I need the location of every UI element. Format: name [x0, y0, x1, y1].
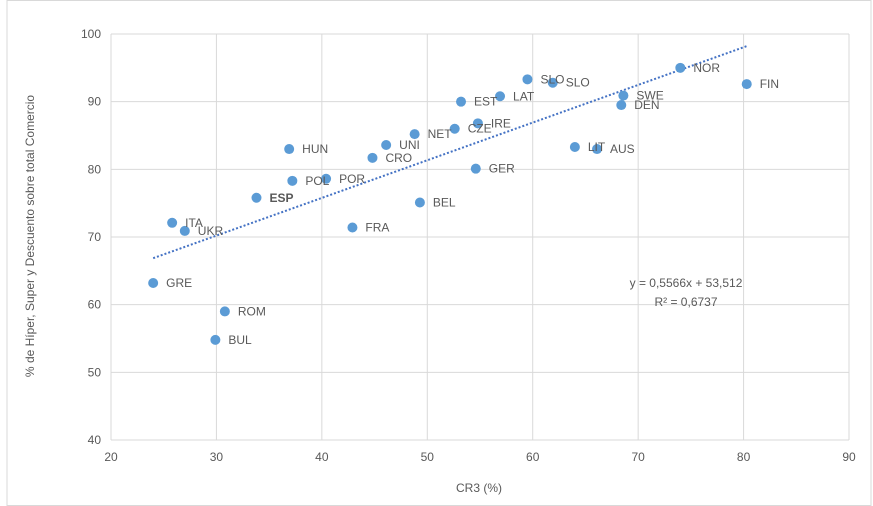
- chart-border: [6, 0, 872, 506]
- y-tick-label: 100: [81, 27, 101, 41]
- point-label: POL: [305, 174, 329, 188]
- trendline: [152, 45, 748, 260]
- point-label: NOR: [693, 61, 720, 75]
- point-label: LIT: [588, 140, 606, 154]
- y-tick-label: 40: [88, 433, 102, 447]
- data-point: [381, 139, 392, 150]
- point-label: LAT: [513, 89, 535, 103]
- x-tick-label: 60: [526, 450, 540, 464]
- trendline-equation: y = 0,5566x + 53,512: [630, 276, 743, 290]
- point-label: UNI: [399, 138, 420, 152]
- point-label: POR: [339, 172, 365, 186]
- data-point: [321, 173, 332, 184]
- point-label: ESP: [269, 191, 293, 205]
- data-point: [167, 217, 178, 228]
- point-label: AUS: [610, 142, 635, 156]
- data-point: [210, 334, 221, 345]
- data-points: [148, 62, 752, 345]
- x-tick-label: 40: [315, 450, 329, 464]
- data-point: [148, 278, 159, 289]
- point-label: GRE: [166, 276, 192, 290]
- y-tick-label: 90: [88, 95, 102, 109]
- data-point: [287, 175, 298, 186]
- data-point: [547, 77, 558, 88]
- data-point: [592, 144, 603, 155]
- data-point: [456, 96, 467, 107]
- data-point: [741, 79, 752, 90]
- point-label: NET: [428, 127, 453, 141]
- point-label: DEN: [634, 98, 659, 112]
- data-point: [414, 197, 425, 208]
- point-label: ROM: [238, 304, 266, 318]
- data-point: [284, 144, 295, 155]
- data-point: [219, 306, 230, 317]
- data-point: [449, 123, 460, 134]
- point-label: CZE: [468, 122, 492, 136]
- trendline-group: [152, 45, 748, 260]
- y-tick-label: 80: [88, 162, 102, 176]
- point-label: HUN: [302, 142, 328, 156]
- x-tick-label: 90: [842, 450, 856, 464]
- point-label: SLO: [566, 76, 590, 90]
- data-point: [472, 118, 483, 129]
- point-label: CRO: [385, 151, 412, 165]
- point-label: IRE: [491, 116, 511, 130]
- data-point: [522, 74, 533, 85]
- data-point: [470, 163, 481, 174]
- x-axis-title: CR3 (%): [456, 481, 502, 495]
- point-label: SWE: [636, 89, 663, 103]
- data-point: [675, 62, 686, 73]
- x-tick-label: 30: [210, 450, 224, 464]
- data-point: [409, 129, 420, 140]
- tick-labels: 40 50 60 70 80 90 100 20 30 40 50 60 70 80 90: [81, 27, 856, 464]
- data-point: [251, 192, 262, 203]
- point-label: UKR: [198, 224, 224, 238]
- y-tick-label: 70: [88, 230, 102, 244]
- trendline-r2: R² = 0,6737: [654, 295, 717, 309]
- y-axis-title: % de Híper, Super y Descuento sobre tota…: [23, 95, 37, 377]
- data-point: [367, 152, 378, 163]
- data-point: [618, 90, 629, 101]
- x-tick-label: 80: [737, 450, 751, 464]
- x-tick-label: 70: [631, 450, 645, 464]
- point-label: BUL: [228, 333, 252, 347]
- point-label: FRA: [365, 221, 389, 235]
- point-label: SLO: [540, 72, 564, 86]
- data-point: [569, 142, 580, 153]
- x-tick-label: 20: [104, 450, 118, 464]
- point-label: ITA: [185, 216, 203, 230]
- data-point: [347, 222, 358, 233]
- point-label: BEL: [433, 195, 456, 209]
- point-label: FIN: [760, 77, 779, 91]
- data-point: [179, 225, 190, 236]
- point-label: GER: [489, 162, 515, 176]
- point-label: EST: [474, 95, 498, 109]
- x-tick-label: 50: [421, 450, 435, 464]
- data-point: [495, 91, 506, 102]
- y-tick-label: 60: [88, 298, 102, 312]
- y-tick-label: 50: [88, 365, 102, 379]
- data-point: [616, 100, 627, 111]
